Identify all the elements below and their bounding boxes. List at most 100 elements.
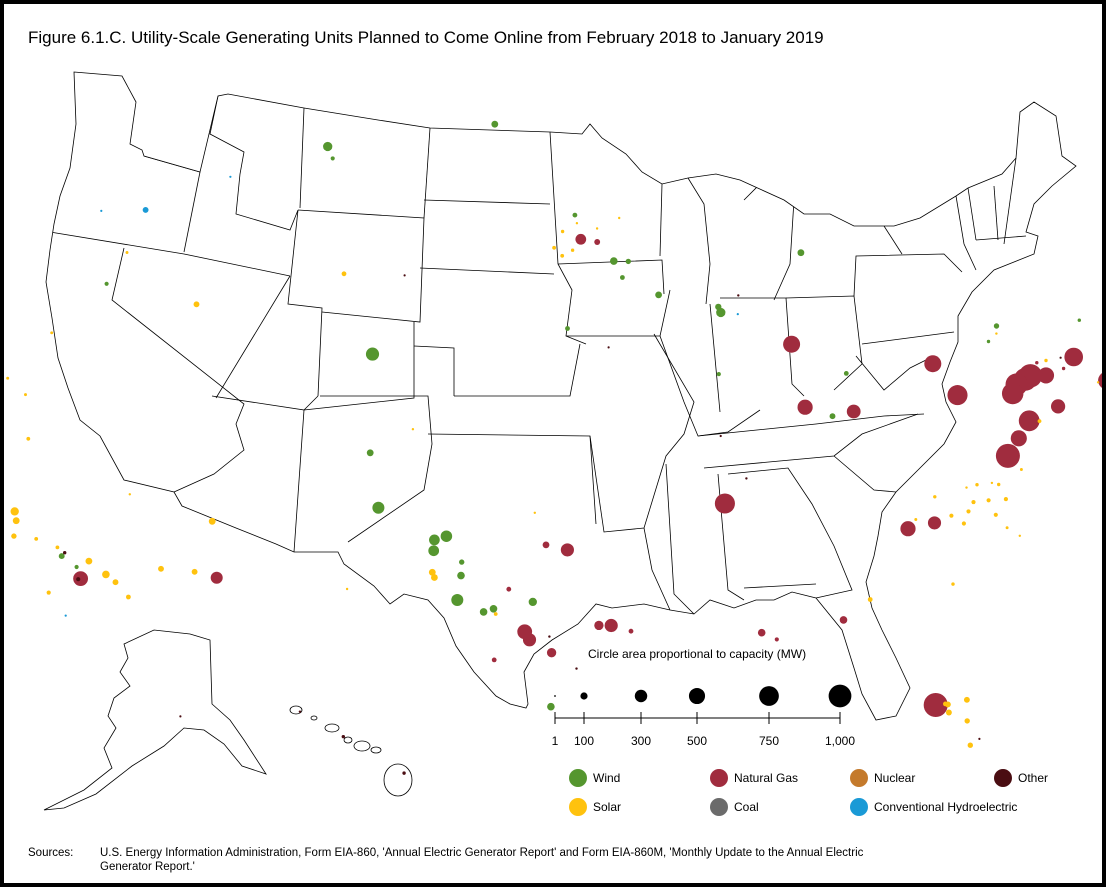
state-border bbox=[687, 177, 711, 305]
unit-gas-marker bbox=[927, 516, 942, 530]
scale-tick-label: 500 bbox=[686, 734, 708, 748]
unit-gas-marker bbox=[542, 541, 550, 549]
unit-solar-marker bbox=[26, 436, 31, 441]
unit-other-marker bbox=[607, 346, 610, 349]
state-border bbox=[785, 295, 863, 391]
solar-swatch bbox=[569, 798, 587, 816]
unit-gas-marker bbox=[924, 355, 942, 373]
scale-circle bbox=[759, 686, 779, 706]
legend-label-nuclear: Nuclear bbox=[874, 771, 916, 785]
legend-item-coal: Coal bbox=[710, 798, 759, 816]
unit-other-marker bbox=[575, 667, 578, 670]
state-border bbox=[659, 183, 663, 257]
unit-solar-marker bbox=[55, 545, 60, 550]
unit-solar-marker bbox=[128, 493, 131, 496]
legend-item-other: Other bbox=[994, 769, 1048, 787]
unit-solar-marker bbox=[341, 271, 347, 277]
unit-solar-marker bbox=[990, 481, 994, 485]
scale-circle bbox=[828, 684, 852, 708]
unit-other-marker bbox=[341, 734, 346, 739]
unit-wind-marker bbox=[457, 571, 465, 580]
state-border bbox=[183, 253, 291, 277]
state-border bbox=[49, 231, 185, 255]
unit-solar-marker bbox=[34, 537, 39, 541]
unit-solar-marker bbox=[345, 587, 349, 591]
unit-gas-marker bbox=[1008, 449, 1020, 461]
state-border bbox=[955, 195, 977, 271]
state-border bbox=[833, 455, 897, 493]
unit-wind-marker bbox=[451, 593, 464, 607]
unit-other-marker bbox=[1059, 356, 1062, 359]
unit-gas-marker bbox=[1018, 410, 1040, 432]
unit-solar-marker bbox=[560, 253, 565, 258]
unit-solar-marker bbox=[125, 251, 129, 254]
unit-solar-marker bbox=[193, 301, 200, 308]
legend-label-hydro: Conventional Hydroelectric bbox=[874, 800, 1018, 814]
unit-wind-marker bbox=[797, 249, 805, 257]
state-border bbox=[303, 322, 415, 411]
unit-gas-marker bbox=[714, 493, 735, 514]
state-border bbox=[413, 345, 455, 396]
unit-solar-marker bbox=[46, 590, 51, 595]
unit-solar-marker bbox=[1037, 419, 1042, 423]
unit-wind-marker bbox=[528, 597, 537, 607]
unit-gas-marker bbox=[522, 633, 537, 647]
unit-wind-marker bbox=[1077, 318, 1082, 322]
state-border bbox=[743, 583, 817, 589]
unit-solar-marker bbox=[618, 216, 621, 220]
state-border bbox=[967, 187, 977, 241]
state-border bbox=[423, 127, 431, 219]
scale-tick-label: 100 bbox=[573, 734, 595, 748]
state-border bbox=[643, 527, 671, 611]
unit-gas-marker bbox=[783, 335, 801, 353]
unit-gas-marker bbox=[1098, 373, 1102, 388]
unit-solar-marker bbox=[945, 709, 952, 716]
unit-solar-marker bbox=[50, 331, 54, 335]
legend-item-gas: Natural Gas bbox=[710, 769, 798, 787]
unit-wind-marker bbox=[547, 702, 555, 711]
generating-units bbox=[6, 120, 1102, 775]
unit-solar-marker bbox=[933, 495, 937, 499]
unit-solar-marker bbox=[993, 512, 998, 517]
alaska-outline bbox=[43, 629, 267, 811]
unit-solar-marker bbox=[11, 533, 17, 539]
unit-solar-marker bbox=[560, 229, 565, 234]
unit-solar-marker bbox=[493, 612, 498, 616]
unit-solar-marker bbox=[533, 511, 536, 514]
unit-wind-marker bbox=[843, 371, 849, 376]
scale-circle bbox=[580, 692, 588, 700]
unit-gas-marker bbox=[947, 385, 968, 406]
unit-gas-marker bbox=[546, 648, 557, 658]
unit-solar-marker bbox=[967, 742, 973, 748]
unit-gas-marker bbox=[774, 637, 779, 642]
state-border bbox=[320, 395, 433, 543]
legend-item-nuclear: Nuclear bbox=[850, 769, 915, 787]
state-border bbox=[853, 253, 963, 297]
state-border bbox=[855, 355, 935, 391]
state-border bbox=[287, 209, 323, 397]
unit-gas-marker bbox=[923, 692, 948, 718]
unit-wind-marker bbox=[330, 156, 335, 161]
unit-solar-marker bbox=[12, 517, 20, 525]
unit-wind-marker bbox=[610, 257, 618, 265]
unit-solar-marker bbox=[1096, 381, 1100, 384]
unit-gas-marker bbox=[506, 586, 512, 592]
unit-other-marker bbox=[403, 274, 406, 277]
unit-solar-marker bbox=[575, 222, 579, 225]
unit-solar-marker bbox=[943, 701, 948, 707]
legend-item-solar: Solar bbox=[569, 798, 621, 816]
us-map bbox=[6, 71, 1102, 811]
unit-solar-marker bbox=[997, 482, 1001, 487]
state-border bbox=[975, 235, 1027, 241]
scale-tick-label: 300 bbox=[630, 734, 652, 748]
unit-solar-marker bbox=[961, 521, 966, 526]
sources-text: U.S. Energy Information Administration, … bbox=[100, 847, 864, 873]
unit-gas-marker bbox=[560, 543, 574, 557]
legend-item-hydro: Conventional Hydroelectric bbox=[850, 798, 1017, 816]
hydro-swatch bbox=[850, 798, 868, 816]
unit-solar-marker bbox=[1005, 526, 1009, 530]
hawaii-island bbox=[383, 763, 413, 797]
state-border bbox=[861, 331, 955, 345]
unit-solar-marker bbox=[966, 509, 971, 514]
